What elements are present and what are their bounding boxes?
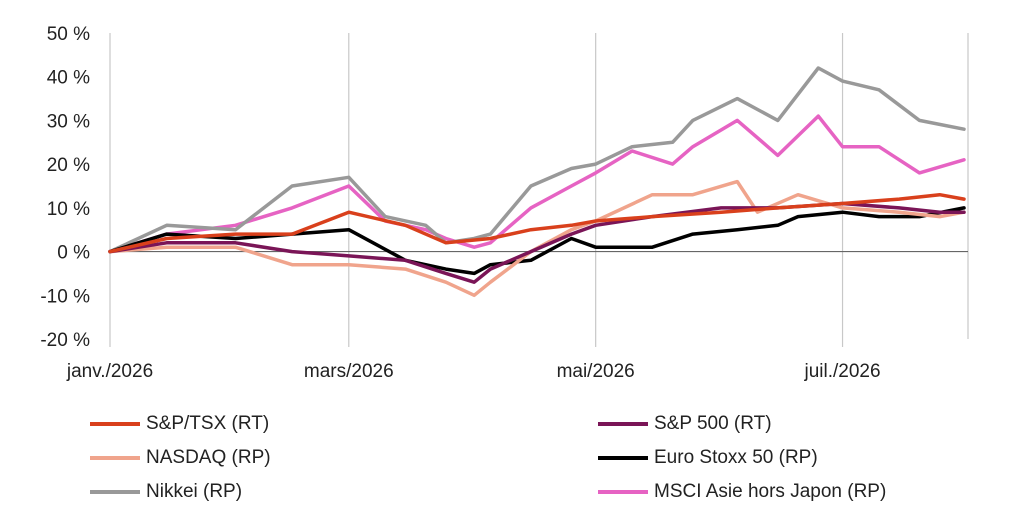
legend-label-sp-tsx: S&P/TSX (RT) bbox=[146, 413, 270, 434]
legend-item-nikkei: Nikkei (RP) bbox=[90, 480, 242, 504]
legend-swatch-nikkei bbox=[90, 490, 140, 494]
series-line bbox=[108, 206, 966, 276]
y-tick-label: 30 % bbox=[47, 111, 90, 132]
legend-swatch-sp-tsx bbox=[90, 422, 140, 426]
series-line bbox=[108, 201, 966, 284]
legend-swatch-nasdaq bbox=[90, 456, 140, 460]
legend-swatch-sp-500 bbox=[598, 422, 648, 426]
legend-label-nasdaq: NASDAQ (RP) bbox=[146, 447, 271, 468]
x-tick-label: juil./2026 bbox=[804, 361, 881, 382]
legend-label-euro-stoxx: Euro Stoxx 50 (RP) bbox=[654, 447, 818, 468]
legend-swatch-msci-asia bbox=[598, 490, 648, 494]
legend-item-sp-tsx: S&P/TSX (RT) bbox=[90, 412, 269, 436]
series-lines bbox=[108, 66, 966, 298]
legend-swatch-euro-stoxx bbox=[598, 456, 648, 460]
legend-item-nasdaq: NASDAQ (RP) bbox=[90, 446, 271, 470]
series-line bbox=[108, 114, 966, 254]
legend-label-msci-asia: MSCI Asie hors Japon (RP) bbox=[654, 481, 887, 502]
y-tick-label: 10 % bbox=[47, 199, 90, 220]
y-axis-tick-labels: -20 % -10 % 0 % 10 % 20 % 30 % 40 % 50 % bbox=[40, 24, 90, 351]
legend-item-sp-500: S&P 500 (RT) bbox=[598, 412, 772, 436]
chart-legend: S&P/TSX (RT) S&P 500 (RT) NASDAQ (RP) Eu… bbox=[0, 400, 1024, 510]
x-tick-label: janv./2026 bbox=[66, 361, 153, 382]
y-tick-label: 50 % bbox=[47, 24, 90, 45]
legend-item-euro-stoxx: Euro Stoxx 50 (RP) bbox=[598, 446, 818, 470]
y-tick-label: -20 % bbox=[40, 330, 90, 351]
series-line bbox=[108, 66, 966, 254]
x-axis-tick-labels: janv./2026 mars/2026 mai/2026 juil./2026 bbox=[66, 361, 881, 382]
legend-label-nikkei: Nikkei (RP) bbox=[146, 481, 243, 502]
line-chart: -20 % -10 % 0 % 10 % 20 % 30 % 40 % 50 % janv./… bbox=[40, 24, 969, 382]
x-tick-label: mars/2026 bbox=[304, 361, 394, 382]
series-line bbox=[108, 192, 966, 254]
y-tick-label: -10 % bbox=[40, 286, 90, 307]
y-tick-label: 0 % bbox=[57, 243, 90, 264]
legend-item-msci-asia: MSCI Asie hors Japon (RP) bbox=[598, 480, 886, 504]
y-tick-label: 20 % bbox=[47, 155, 90, 176]
y-tick-label: 40 % bbox=[47, 68, 90, 89]
x-tick-label: mai/2026 bbox=[557, 361, 635, 382]
legend-label-sp-500: S&P 500 (RT) bbox=[654, 413, 772, 434]
